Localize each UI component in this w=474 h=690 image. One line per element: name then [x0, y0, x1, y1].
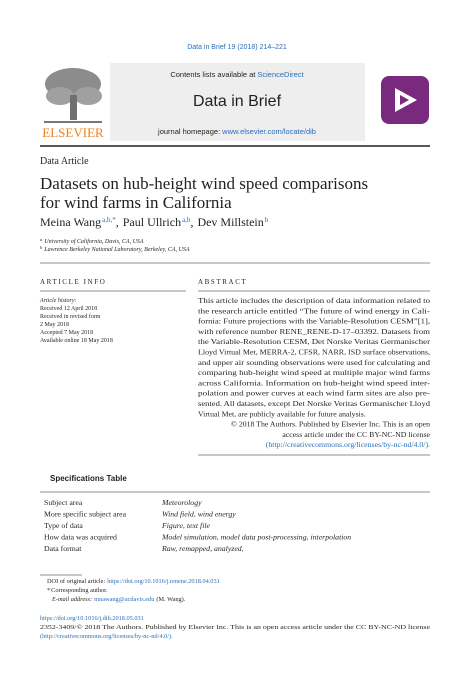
header-box: [110, 63, 365, 141]
article-info-heading: ARTICLE INFO: [40, 278, 106, 286]
doi-original: DOI of original article: https://doi.org/…: [47, 578, 220, 585]
journal-icon: [381, 76, 429, 124]
author-affiliation[interactable]: a,b: [182, 216, 191, 224]
history-item: Received in revised form: [40, 313, 101, 320]
spec-label: Type of data: [44, 521, 83, 530]
abstract: This article includes the description of…: [198, 296, 431, 449]
email-line: E-mail address: mnawang@ucdavis.edu (M. Wa…: [51, 596, 186, 603]
spec-heading: Specifications Table: [50, 474, 127, 483]
spec-label: Data format: [44, 544, 82, 553]
spec-label: More specific subject area: [44, 510, 127, 519]
author-separator: ,: [190, 215, 193, 229]
doi-label: DOI of original article:: [47, 578, 105, 585]
footer-license: 2352-3409/© 2018 The Authors. Published …: [40, 624, 430, 631]
abstract-line: sented. All datasets, except Det Norske …: [198, 399, 430, 408]
affiliation: b Lawrence Berkeley National Laboratory, …: [40, 245, 190, 253]
corresponding-mark: *: [47, 587, 50, 594]
corresponding-text: Corresponding author.: [51, 587, 108, 594]
authors: Meina Wanga,b,*, Paul Ullricha,b, Dev Mill…: [40, 215, 269, 229]
abstract-license-link[interactable]: (http://creativecommons.org/licenses/by-…: [266, 440, 430, 449]
elsevier-logo: ELSEVIER: [40, 66, 106, 140]
journal-ref[interactable]: Data in Brief 19 (2018) 214–221: [187, 44, 287, 51]
email-link[interactable]: mnawang@ucdavis.edu: [94, 596, 155, 603]
affiliation: a University of California, Davis, CA, US…: [40, 237, 144, 245]
author-name: Dev Millstein: [197, 215, 263, 229]
title-line: for wind farms in California: [40, 193, 232, 212]
footer-doi[interactable]: https://doi.org/10.1016/j.dib.2018.05.03…: [40, 615, 144, 622]
abstract-line: comparing hub-height wind speed at multi…: [198, 368, 430, 377]
journal-name: Data in Brief: [193, 93, 282, 110]
spec-value: Wind field, wind energy: [162, 510, 236, 519]
history-item: Received 12 April 2018: [40, 306, 97, 312]
spec-table: Subject area Meteorology More specific sub…: [44, 498, 351, 553]
homepage-line: journal homepage: www.elsevier.com/locate…: [157, 127, 316, 136]
doi-link[interactable]: https://doi.org/10.1016/j.renene.2018.04…: [107, 578, 220, 585]
homepage-label: journal homepage:: [157, 127, 220, 136]
affiliation-text: University of California, Davis, CA, USA: [44, 238, 144, 245]
abstract-heading: ABSTRACT: [198, 278, 247, 286]
contents-line: Contents lists available at ScienceDirect: [170, 70, 304, 79]
author-separator: ,: [116, 215, 119, 229]
affiliation-mark: a: [40, 237, 43, 242]
history-item: 2 May 2018: [40, 322, 69, 328]
corresponding: *Corresponding author.: [47, 587, 108, 594]
abstract-line: and upper air sounding observations were…: [198, 358, 430, 367]
abstract-line: the research article entitled “The futur…: [198, 306, 430, 315]
abstract-line: Virtual Met, are publicly available for …: [198, 409, 366, 418]
abstract-line: with reference number RENE_RENE-D-17–033…: [198, 327, 430, 336]
spec-value: Raw, remapped, analyzed,: [161, 544, 244, 553]
abstract-line: the Variable-Resolution CESM, Det Norske…: [198, 337, 430, 346]
affiliation-mark: b: [40, 245, 43, 250]
abstract-license: access article under the CC BY-NC-ND lic…: [282, 430, 430, 439]
email-name: (M. Wang).: [156, 596, 185, 603]
author-name: Meina Wang: [40, 215, 101, 229]
spec-value: Figure, text file: [161, 521, 211, 530]
title: Datasets on hub-height wind speed compar…: [40, 174, 368, 212]
email-label: E-mail address:: [51, 596, 92, 603]
abstract-line: Lloyd Virtual Met, MERRA-2, CFSR, NARR, …: [198, 348, 430, 357]
history-label: Article history:: [39, 298, 77, 304]
spec-label: Subject area: [44, 498, 83, 507]
history-item: Accepted 7 May 2018: [40, 330, 93, 336]
article-type: Data Article: [40, 156, 89, 167]
publisher-logo-text: ELSEVIER: [42, 125, 104, 140]
author-affiliation[interactable]: b: [265, 216, 269, 224]
title-line: Datasets on hub-height wind speed compar…: [40, 174, 368, 193]
author-name: Paul Ullrich: [123, 215, 181, 229]
abstract-license: © 2018 The Authors. Published by Elsevie…: [231, 420, 430, 429]
affiliations: a University of California, Davis, CA, US…: [40, 237, 190, 253]
homepage-link[interactable]: www.elsevier.com/locate/dib: [221, 127, 316, 136]
history-item: Available online 18 May 2018: [40, 338, 113, 344]
sciencedirect-link[interactable]: ScienceDirect: [257, 70, 304, 79]
contents-text: Contents lists available at: [170, 70, 256, 79]
footer-license-link[interactable]: (http://creativecommons.org/licenses/by-…: [40, 633, 173, 640]
abstract-line: fornia: Future projections with the Vari…: [198, 317, 430, 326]
author-affiliation[interactable]: a,b,*: [102, 216, 116, 224]
abstract-line: This article includes the description of…: [198, 296, 430, 305]
spec-value: Meteorology: [161, 498, 202, 507]
affiliation-text: Lawrence Berkeley National Laboratory, B…: [43, 247, 190, 253]
abstract-line: across California. Information on hub-he…: [198, 378, 430, 387]
spec-label: How data was acquired: [44, 533, 117, 542]
spec-value: Model simulation, model data post-proces…: [161, 533, 351, 542]
abstract-line: polation and power curves at each wind f…: [198, 389, 430, 398]
